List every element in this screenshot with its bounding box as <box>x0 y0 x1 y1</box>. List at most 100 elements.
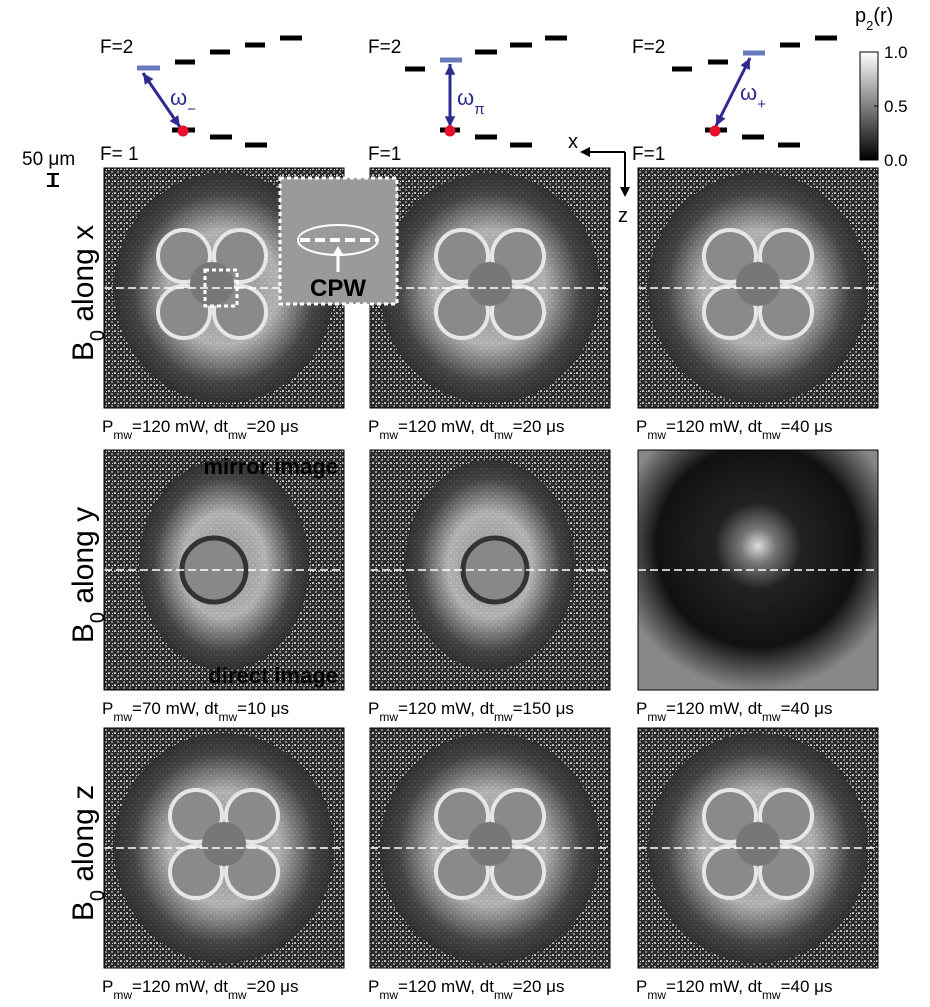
colorbar-tick-label: 1.0 <box>884 43 908 62</box>
panel-caption: Pmw=120 mW, dtmw=20 μs <box>368 417 564 442</box>
row-label-part: along z <box>67 785 100 890</box>
lobe-center <box>736 822 780 866</box>
scale-bar-label: 50 μm <box>22 149 75 170</box>
row-label-part: B <box>67 341 100 361</box>
upper-level-label: F=2 <box>632 37 665 58</box>
panel-frame <box>637 727 879 969</box>
image-panel <box>369 449 611 691</box>
panel-caption-sub: mw <box>762 428 781 442</box>
upper-level-label: F=2 <box>368 37 401 58</box>
arrow-head <box>740 58 750 70</box>
panel-caption-sub: mw <box>228 988 247 1002</box>
panel-caption-part: =70 mW, dt <box>132 699 219 718</box>
panel-frame <box>103 727 345 969</box>
panel-caption-part: =40 μs <box>781 699 833 718</box>
panel-caption-part: =120 mW, dt <box>398 417 494 436</box>
panel-caption-sub: mw <box>113 710 132 724</box>
atom <box>444 125 456 137</box>
panel-caption-part: P <box>636 977 647 996</box>
panel-caption-sub: mw <box>647 988 666 1002</box>
image-panel <box>637 449 879 691</box>
row-label: B0 along y <box>67 507 109 643</box>
transition-label-sub: π <box>474 101 484 118</box>
atom <box>709 125 721 137</box>
panel-caption: Pmw=120 mW, dtmw=40 μs <box>636 417 832 442</box>
panel-caption-sub: mw <box>647 710 666 724</box>
panel-caption-sub: mw <box>379 710 398 724</box>
panel-caption: Pmw=70 mW, dtmw=10 μs <box>102 699 289 724</box>
panel-caption-part: =20 μs <box>513 977 565 996</box>
inset-label: CPW <box>310 275 366 302</box>
arrow-head <box>620 187 630 197</box>
colorbar-label-sub: 2 <box>866 18 873 33</box>
panel-caption-part: =40 μs <box>781 977 833 996</box>
panel-caption-sub: mw <box>762 988 781 1002</box>
transition-label-part: ω <box>740 80 757 105</box>
panel-caption-part: P <box>368 977 379 996</box>
arrow-head <box>143 73 154 85</box>
row-label-sub: 0 <box>87 612 109 623</box>
panel-caption-part: =20 μs <box>247 417 299 436</box>
panel-caption: Pmw=120 mW, dtmw=20 μs <box>368 977 564 1002</box>
image-panel <box>369 727 611 969</box>
inset-marker <box>203 268 239 308</box>
panel-frame <box>369 449 611 691</box>
panel-caption-sub: mw <box>494 710 513 724</box>
panel-caption-sub: mw <box>379 428 398 442</box>
colorbar-label-part: (r) <box>873 5 893 27</box>
row-label-sub: 0 <box>87 890 109 901</box>
upper-level-label: F=2 <box>100 37 133 58</box>
arrow-head <box>444 116 456 127</box>
panel-caption-sub: mw <box>113 988 132 1002</box>
transition-label: ωπ <box>457 85 485 118</box>
colorbar-tick-label: 0.0 <box>884 151 908 170</box>
lower-level-label: F= 1 <box>100 144 139 165</box>
panel-caption-sub: mw <box>113 428 132 442</box>
axis-label: x <box>568 131 578 153</box>
panel-caption-part: =120 mW, dt <box>666 977 762 996</box>
panel-caption-part: =40 μs <box>781 417 833 436</box>
panel-caption-part: =120 mW, dt <box>666 699 762 718</box>
row-label-part: along x <box>67 225 100 330</box>
row-label: B0 along z <box>67 785 109 921</box>
panel-caption-part: =120 mW, dt <box>132 977 228 996</box>
transition-label-sub: + <box>757 96 766 113</box>
panel-caption-part: =120 mW, dt <box>398 977 494 996</box>
row-label-part: B <box>67 901 100 921</box>
lobe-center <box>468 262 512 306</box>
annotation: direct image <box>208 663 338 688</box>
panel-caption-part: =150 μs <box>513 699 574 718</box>
arrow-head <box>580 147 590 157</box>
panel-caption-part: =120 mW, dt <box>132 417 228 436</box>
panel-caption-part: =20 μs <box>513 417 565 436</box>
transition-label: ω− <box>170 85 196 118</box>
row-label-sub: 0 <box>87 330 109 341</box>
panel-caption-part: P <box>102 977 113 996</box>
transition-arrow <box>714 57 752 127</box>
image-panel <box>103 449 345 691</box>
panel-frame <box>637 449 879 691</box>
panel-caption-part: =120 mW, dt <box>666 417 762 436</box>
colorbar-label-part: p <box>855 5 866 27</box>
transition-label-part: ω <box>457 85 474 110</box>
arrow-head <box>332 246 344 256</box>
panel-caption-part: =120 mW, dt <box>398 699 494 718</box>
panel-caption: Pmw=120 mW, dtmw=150 μs <box>368 699 574 724</box>
panel-caption-sub: mw <box>494 428 513 442</box>
panel-frame <box>637 167 879 409</box>
panel-caption-sub: mw <box>218 710 237 724</box>
image-panel <box>637 167 879 409</box>
arrow-head <box>444 64 456 75</box>
image-panel <box>369 167 611 409</box>
colorbar-tick-label: 0.5 <box>884 97 908 116</box>
panel-caption-part: P <box>368 699 379 718</box>
lower-level-label: F=1 <box>368 144 401 165</box>
transition-label-part: ω <box>170 85 187 110</box>
lobe-center <box>190 262 234 306</box>
lobe-center <box>202 822 246 866</box>
panel-caption-part: P <box>102 699 113 718</box>
image-panel <box>103 727 345 969</box>
axis-label: z <box>618 205 628 227</box>
panel-frame <box>369 727 611 969</box>
